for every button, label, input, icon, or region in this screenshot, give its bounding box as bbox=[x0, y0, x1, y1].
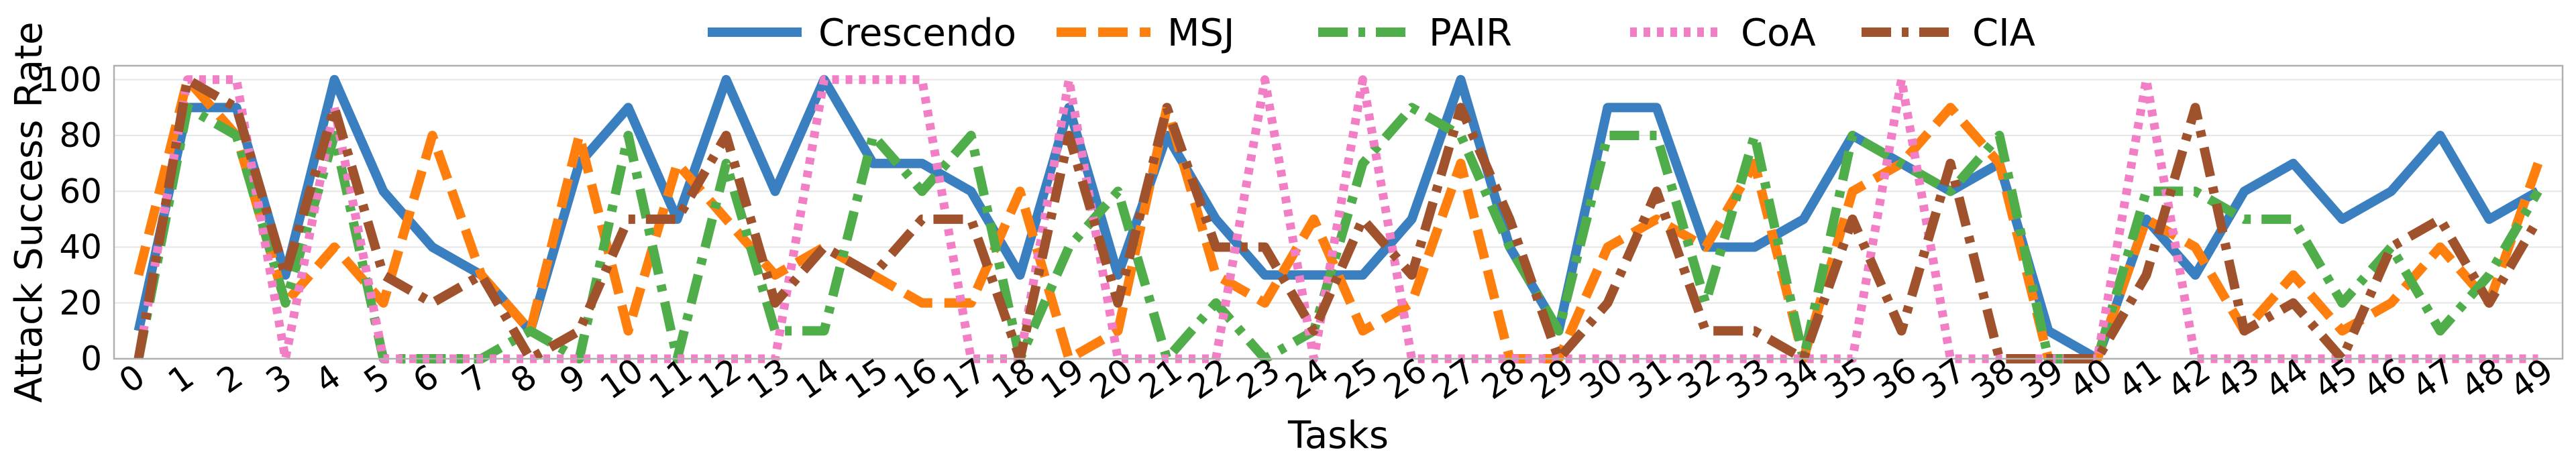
legend-label-msj: MSJ bbox=[1167, 11, 1234, 55]
y-tick-label: 20 bbox=[59, 284, 102, 323]
x-tick-label: 5 bbox=[357, 357, 396, 401]
x-tick-label: 4 bbox=[308, 357, 347, 401]
x-tick-label: 6 bbox=[406, 357, 445, 401]
series-line-msj bbox=[133, 74, 2543, 363]
x-tick-label: 2 bbox=[210, 357, 250, 401]
plot-frame bbox=[113, 64, 2564, 360]
series-lines bbox=[133, 74, 2543, 363]
x-tick-label: 1 bbox=[161, 357, 201, 401]
series-line-cia bbox=[133, 74, 2542, 363]
legend-label-crescendo: Crescendo bbox=[818, 11, 1016, 55]
x-tick-label: 0 bbox=[112, 357, 152, 401]
x-tick-label: 7 bbox=[455, 357, 494, 401]
legend-label-pair: PAIR bbox=[1429, 11, 1512, 55]
legend-label-cia: CIA bbox=[1972, 11, 2035, 55]
y-tick-label: 100 bbox=[38, 60, 102, 99]
y-tick-label: 60 bbox=[59, 172, 102, 211]
series-line-pair bbox=[133, 103, 2542, 363]
series-line-coa bbox=[134, 75, 2538, 363]
y-tick-label: 80 bbox=[59, 116, 102, 155]
x-tick-label: 8 bbox=[504, 357, 543, 401]
y-axis-ticks: 0 20 40 60 80 100 bbox=[38, 60, 102, 378]
y-tick-label: 0 bbox=[80, 339, 102, 378]
legend: Crescendo MSJ PAIR CoA CIA bbox=[708, 11, 2035, 55]
x-tick-label: 3 bbox=[259, 357, 299, 401]
y-axis-title: Attack Success Rate bbox=[7, 21, 51, 402]
y-tick-label: 40 bbox=[59, 228, 102, 267]
x-tick-label: 9 bbox=[553, 357, 592, 401]
x-axis-title: Tasks bbox=[1287, 414, 1389, 456]
series-line-crescendo bbox=[133, 74, 2540, 363]
legend-label-coa: CoA bbox=[1741, 11, 1816, 55]
